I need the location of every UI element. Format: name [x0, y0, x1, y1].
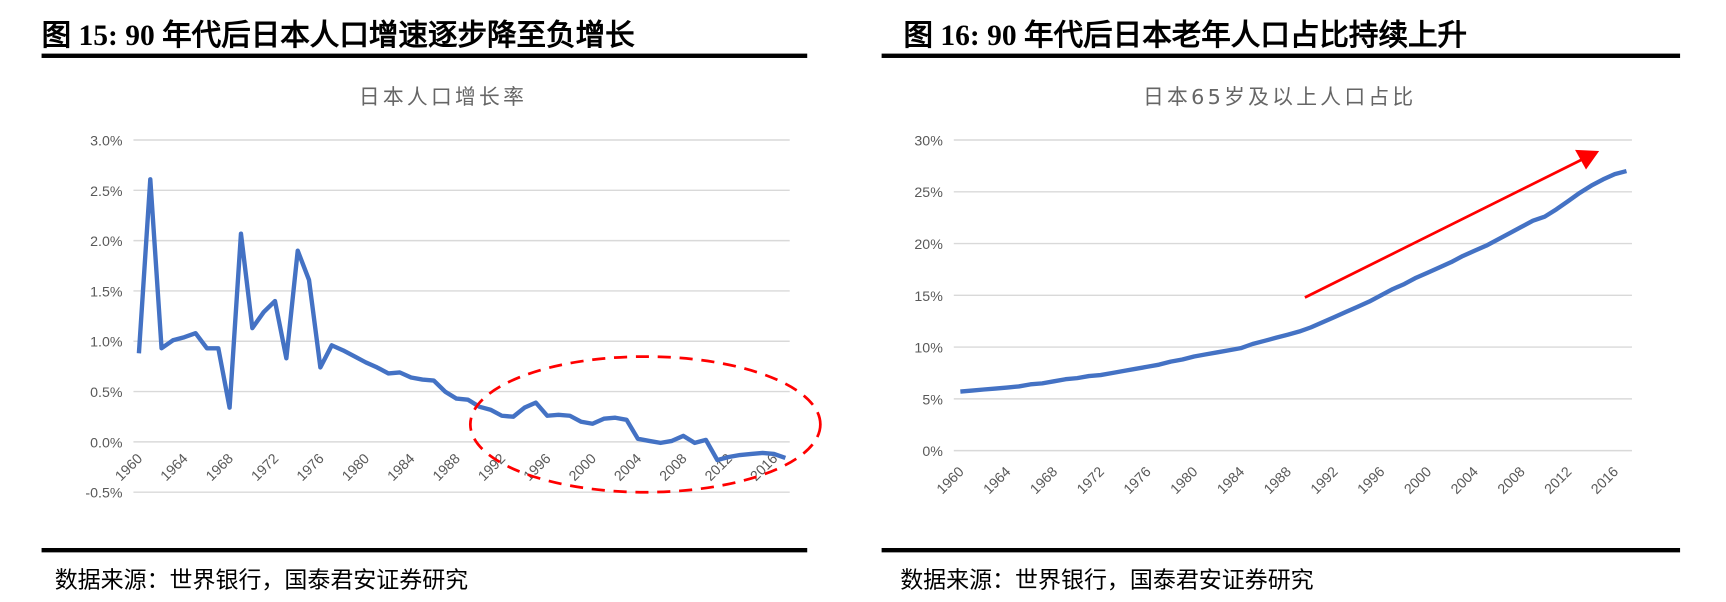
y-tick-label: 25%	[914, 185, 943, 201]
y-tick-label: 0.5%	[90, 385, 123, 401]
aged-share-line	[960, 168, 1628, 394]
x-tick-label: 1980	[1168, 464, 1202, 498]
y-tick-label: 3.0%	[90, 133, 123, 149]
x-tick-label: 1976	[1121, 464, 1155, 498]
x-tick-label: 1988	[430, 451, 464, 485]
x-tick-label: 1960	[112, 451, 146, 485]
y-tick-label: 2.5%	[90, 184, 123, 200]
y-tick-label: 0%	[922, 444, 943, 460]
y-tick-label: 20%	[914, 237, 943, 253]
x-tick-label: 1980	[339, 451, 373, 485]
x-tick-label: 1992	[1308, 464, 1342, 498]
title-rule-right	[881, 53, 1681, 58]
x-tick-label: 2004	[1448, 464, 1482, 498]
y-tick-label: 15%	[914, 289, 943, 305]
source-note-left: 数据来源：世界银行，国泰君安证券研究	[54, 566, 469, 593]
x-tick-label: 2008	[1495, 464, 1529, 498]
chart-left-title: 日本人口增长率	[359, 85, 527, 109]
x-tick-label: 1976	[294, 451, 328, 485]
x-tick-label: 1972	[249, 451, 283, 485]
x-tick-label: 2008	[657, 451, 691, 485]
x-tick-label: 1984	[1214, 464, 1248, 498]
y-tick-label: 10%	[914, 341, 943, 357]
x-tick-label: 2000	[1401, 464, 1435, 498]
x-tick-label: 1972	[1074, 464, 1108, 498]
x-tick-label: 1960	[934, 464, 968, 498]
x-tick-label: 1968	[203, 451, 237, 485]
x-tick-label: 1964	[981, 464, 1015, 498]
footer-rule-left	[41, 547, 808, 553]
x-tick-label: 1988	[1261, 464, 1295, 498]
y-tick-label: 1.5%	[90, 284, 123, 300]
x-tick-label: 2016	[1588, 464, 1622, 498]
source-note-right: 数据来源：世界银行，国泰君安证券研究	[900, 566, 1314, 593]
x-tick-label: 1996	[1355, 464, 1389, 498]
x-tick-label: 2004	[611, 451, 645, 485]
chart-right-title: 日本65岁及以上人口占比	[1143, 85, 1416, 109]
y-tick-label: 2.0%	[90, 234, 123, 250]
y-tick-label: 30%	[914, 133, 943, 149]
figure-16-title: 图 16: 90 年代后日本老年人口占比持续上升	[903, 18, 1468, 52]
figure-15-title: 图 15: 90 年代后日本人口增速逐步降至负增长	[41, 18, 635, 52]
trend-arrow	[1304, 157, 1585, 299]
title-rule-left	[41, 53, 808, 58]
y-tick-label: 1.0%	[90, 335, 123, 351]
x-tick-label: 1964	[158, 451, 192, 485]
y-tick-label: 0.0%	[90, 435, 123, 451]
x-tick-label: 2012	[1542, 464, 1576, 498]
x-tick-label: 1984	[385, 451, 419, 485]
y-tick-label: -0.5%	[85, 486, 122, 502]
highlight-ellipse	[468, 355, 822, 494]
population-growth-line	[136, 177, 787, 463]
x-tick-label: 2000	[566, 451, 600, 485]
arrowhead-icon	[1575, 149, 1600, 170]
y-tick-label: 5%	[922, 392, 943, 408]
x-tick-label: 1996	[521, 451, 555, 485]
footer-rule-right	[881, 547, 1681, 553]
x-tick-label: 1968	[1027, 464, 1061, 498]
